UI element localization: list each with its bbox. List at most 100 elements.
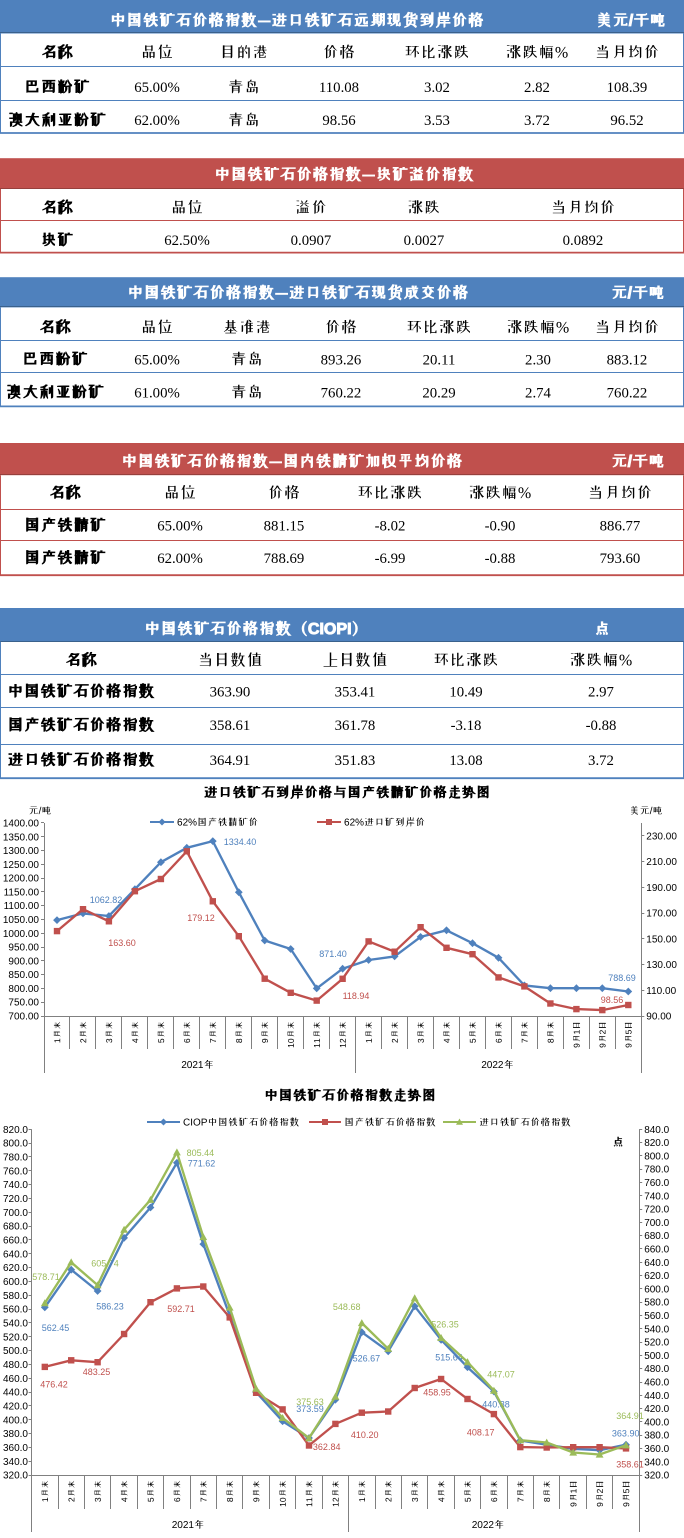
svg-text:3.72: 3.72	[588, 753, 614, 769]
svg-text:760.22: 760.22	[607, 385, 648, 401]
svg-text:1100.00: 1100.00	[4, 901, 40, 912]
svg-text:600.0: 600.0	[3, 1277, 28, 1288]
svg-text:820.0: 820.0	[644, 1138, 669, 1149]
svg-text:118.94: 118.94	[343, 991, 370, 1001]
svg-text:560.0: 560.0	[3, 1305, 28, 1316]
svg-text:358.61: 358.61	[616, 1459, 644, 1469]
svg-text:1050.00: 1050.00	[3, 915, 40, 926]
svg-text:20.11: 20.11	[423, 352, 456, 368]
svg-text:600.0: 600.0	[644, 1284, 669, 1295]
svg-text:1400.00: 1400.00	[3, 819, 40, 830]
svg-text:320.0: 320.0	[3, 1471, 28, 1482]
svg-text:65.00%: 65.00%	[134, 80, 180, 96]
svg-text:364.91: 364.91	[616, 1411, 644, 1421]
svg-text:740.0: 740.0	[644, 1191, 669, 1202]
svg-text:680.0: 680.0	[3, 1222, 28, 1233]
svg-text:788.69: 788.69	[264, 551, 305, 567]
svg-text:720.0: 720.0	[3, 1194, 28, 1205]
svg-text:580.0: 580.0	[644, 1298, 669, 1309]
svg-text:548.68: 548.68	[333, 1302, 361, 1312]
svg-text:375.63: 375.63	[296, 1397, 324, 1407]
svg-text:605.74: 605.74	[91, 1259, 119, 1269]
svg-text:340.0: 340.0	[644, 1457, 669, 1468]
svg-text:793.60: 793.60	[600, 551, 641, 567]
svg-text:0.0027: 0.0027	[404, 233, 445, 249]
svg-text:526.67: 526.67	[353, 1354, 381, 1364]
svg-text:640.0: 640.0	[644, 1258, 669, 1269]
svg-text:408.17: 408.17	[467, 1428, 495, 1438]
svg-text:800.0: 800.0	[644, 1151, 669, 1162]
svg-text:820.0: 820.0	[3, 1125, 28, 1136]
svg-text:62.00%: 62.00%	[134, 113, 180, 129]
svg-text:592.71: 592.71	[167, 1304, 195, 1314]
svg-text:1062.82: 1062.82	[90, 895, 123, 905]
svg-text:1200.00: 1200.00	[3, 874, 40, 885]
svg-text:361.78: 361.78	[335, 718, 376, 734]
svg-text:351.83: 351.83	[335, 753, 376, 769]
svg-text:771.62: 771.62	[188, 1159, 216, 1169]
svg-text:1300.00: 1300.00	[3, 846, 40, 857]
svg-text:210.00: 210.00	[646, 857, 677, 868]
svg-text:96.52: 96.52	[610, 113, 643, 129]
svg-text:460.0: 460.0	[644, 1378, 669, 1389]
svg-text:788.69: 788.69	[608, 973, 636, 983]
svg-text:476.42: 476.42	[40, 1380, 68, 1390]
svg-text:360.0: 360.0	[3, 1443, 28, 1454]
svg-text:700.0: 700.0	[3, 1208, 28, 1219]
svg-text:440.88: 440.88	[482, 1399, 510, 1409]
svg-text:363.90: 363.90	[612, 1428, 640, 1438]
svg-text:1150.00: 1150.00	[4, 887, 40, 898]
svg-text:170.00: 170.00	[646, 909, 677, 920]
svg-text:950.00: 950.00	[8, 943, 39, 954]
svg-text:2.74: 2.74	[525, 385, 551, 401]
svg-text:360.0: 360.0	[644, 1444, 669, 1455]
svg-text:110.00: 110.00	[646, 986, 676, 997]
svg-text:1250.00: 1250.00	[3, 860, 40, 871]
svg-text:-3.18: -3.18	[451, 718, 482, 734]
svg-text:1334.40: 1334.40	[224, 837, 257, 847]
svg-text:353.41: 353.41	[335, 685, 376, 701]
svg-text:400.0: 400.0	[3, 1415, 28, 1426]
svg-text:13.08: 13.08	[449, 753, 482, 769]
svg-text:2.82: 2.82	[524, 80, 550, 96]
svg-text:340.0: 340.0	[3, 1457, 28, 1468]
svg-text:480.0: 480.0	[3, 1360, 28, 1371]
svg-text:420.0: 420.0	[644, 1404, 669, 1415]
svg-text:10.49: 10.49	[449, 685, 482, 701]
svg-text:373.59: 373.59	[296, 1404, 324, 1414]
svg-text:881.15: 881.15	[264, 518, 305, 534]
svg-text:640.0: 640.0	[3, 1249, 28, 1260]
svg-text:62.00%: 62.00%	[157, 551, 203, 567]
svg-text:620.0: 620.0	[644, 1271, 669, 1282]
svg-text:1350.00: 1350.00	[3, 832, 40, 843]
svg-text:500.0: 500.0	[3, 1346, 28, 1357]
svg-text:2.97: 2.97	[588, 685, 614, 701]
svg-text:871.40: 871.40	[319, 949, 347, 959]
svg-text:460.0: 460.0	[3, 1374, 28, 1385]
svg-text:110.08: 110.08	[319, 80, 359, 96]
svg-text:800.0: 800.0	[3, 1139, 28, 1150]
svg-text:900.00: 900.00	[8, 956, 39, 967]
svg-text:0.0892: 0.0892	[563, 233, 604, 249]
svg-text:850.00: 850.00	[8, 970, 39, 981]
svg-text:98.56: 98.56	[601, 995, 624, 1005]
svg-text:526.35: 526.35	[431, 1320, 459, 1330]
svg-text:108.39: 108.39	[607, 80, 648, 96]
svg-text:447.07: 447.07	[487, 1369, 515, 1379]
svg-text:620.0: 620.0	[3, 1263, 28, 1274]
svg-text:660.0: 660.0	[3, 1236, 28, 1247]
svg-text:380.0: 380.0	[644, 1431, 669, 1442]
svg-text:163.60: 163.60	[108, 938, 136, 948]
svg-text:3.53: 3.53	[424, 113, 450, 129]
svg-text:780.0: 780.0	[644, 1165, 669, 1176]
svg-text:130.00: 130.00	[646, 960, 677, 971]
svg-text:840.0: 840.0	[644, 1125, 669, 1136]
svg-text:440.0: 440.0	[644, 1391, 669, 1402]
svg-text:65.00%: 65.00%	[157, 518, 203, 534]
svg-text:780.0: 780.0	[3, 1153, 28, 1164]
svg-text:-0.88: -0.88	[485, 551, 516, 567]
svg-text:420.0: 420.0	[3, 1401, 28, 1412]
svg-text:515.64: 515.64	[435, 1353, 463, 1363]
svg-text:720.0: 720.0	[644, 1205, 669, 1216]
svg-text:500.0: 500.0	[644, 1351, 669, 1362]
